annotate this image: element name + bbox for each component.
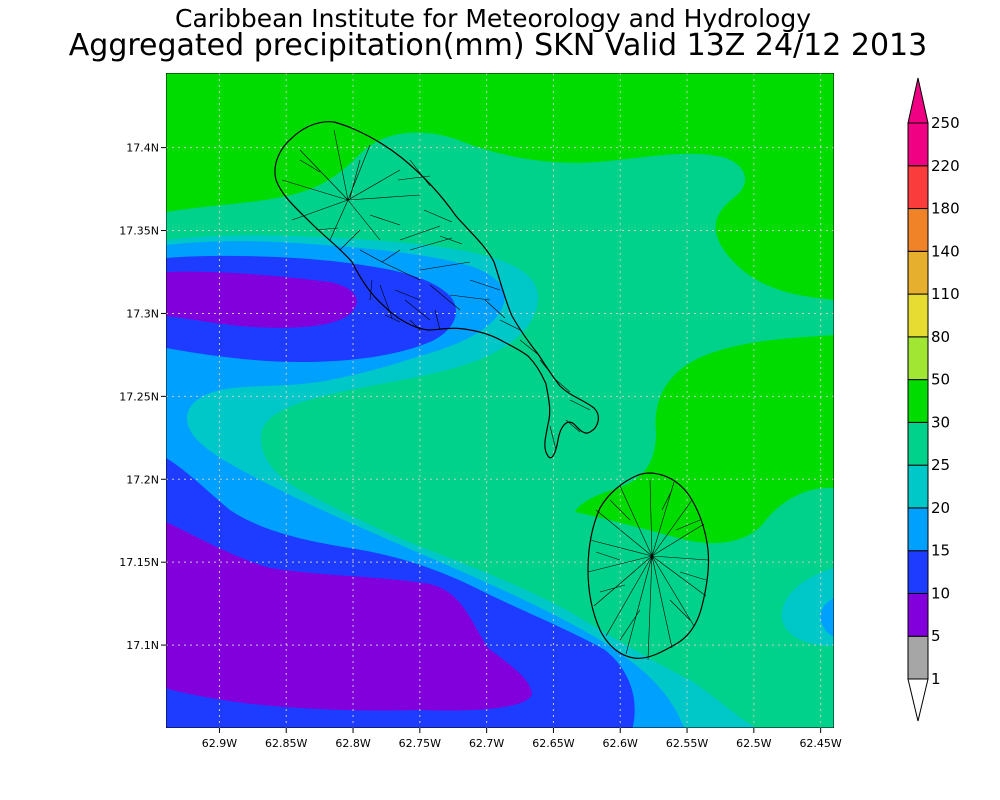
y-tick-label: 17.4N — [126, 142, 159, 155]
colorbar-level-label: 10 — [931, 584, 950, 602]
x-tick-label: 62.6W — [603, 737, 638, 750]
colorbar-level-label: 180 — [931, 200, 960, 218]
colorbar-level-label: 15 — [931, 542, 950, 560]
y-tick-label: 17.3N — [126, 307, 159, 320]
title-line-2: Aggregated precipitation(mm) SKN Valid 1… — [69, 28, 927, 63]
x-tick-label: 62.9W — [202, 737, 237, 750]
nevis-outline — [587, 472, 710, 659]
colorbar-level-label: 110 — [931, 285, 960, 303]
colorbar-high-cap — [907, 77, 929, 124]
colorbar-swatch — [907, 464, 929, 509]
precip-zone-north-green — [166, 73, 834, 300]
colorbar-level-label: 50 — [931, 371, 950, 389]
y-tick-label: 17.35N — [119, 225, 159, 238]
precip-zone-east-skyblue — [820, 598, 834, 636]
colorbar-level-label: 1 — [931, 670, 941, 688]
colorbar-swatch — [907, 293, 929, 338]
precip-zone-southeast-green — [575, 335, 834, 544]
colorbar-swatch — [907, 122, 929, 167]
colorbar-level-label: 220 — [931, 157, 960, 175]
x-tick-label: 62.55W — [666, 737, 708, 750]
y-tick-label: 17.15N — [119, 556, 159, 569]
colorbar-swatch — [907, 550, 929, 594]
colorbar-level-label: 250 — [931, 114, 960, 132]
x-tick-label: 62.5W — [736, 737, 771, 750]
y-tick-label: 17.1N — [126, 639, 159, 652]
precip-zone-purple-south — [166, 522, 532, 711]
colorbar-swatch — [907, 421, 929, 466]
colorbar-level-label: 5 — [931, 627, 941, 645]
colorbar-swatch — [907, 208, 929, 252]
colorbar-swatch — [907, 165, 929, 210]
longitude-axis: 62.9W 62.85W 62.8W 62.75W 62.7W 62.65W 62.6W 62… — [202, 728, 842, 750]
colorbar-swatch — [907, 379, 929, 423]
colorbar-level-label: 140 — [931, 242, 960, 260]
x-tick-label: 62.7W — [469, 737, 504, 750]
x-tick-label: 62.75W — [399, 737, 441, 750]
x-tick-label: 62.45W — [799, 737, 841, 750]
latitude-axis: 17.4N 17.35N 17.3N 17.25N 17.2N 17.15N 17.1N — [119, 142, 166, 652]
map-plot-area — [166, 73, 834, 728]
island-st-kitts — [274, 121, 599, 459]
colorbar-low-cap — [907, 678, 929, 722]
graticule — [166, 73, 834, 728]
x-tick-label: 62.65W — [532, 737, 574, 750]
st-kitts-drainage — [281, 129, 591, 451]
precip-zone-purple-north — [166, 271, 357, 328]
x-tick-label: 62.85W — [265, 737, 307, 750]
colorbar-level-label: 20 — [931, 499, 950, 517]
x-tick-label: 62.8W — [335, 737, 370, 750]
colorbar-swatch — [907, 507, 929, 552]
colorbar-swatch — [907, 635, 929, 680]
st-kitts-outline — [274, 121, 599, 459]
colorbar-level-label: 80 — [931, 328, 950, 346]
colorbar-swatch — [907, 250, 929, 295]
colorbar-level-label: 30 — [931, 413, 950, 431]
nevis-drainage — [587, 479, 709, 661]
y-tick-label: 17.25N — [119, 390, 159, 403]
island-nevis — [587, 472, 710, 661]
colorbar-swatch — [907, 336, 929, 381]
title-line-1: Caribbean Institute for Meteorology and … — [175, 4, 811, 33]
colorbar-swatch — [907, 592, 929, 637]
y-tick-label: 17.2N — [126, 473, 159, 486]
colorbar-level-label: 25 — [931, 456, 950, 474]
